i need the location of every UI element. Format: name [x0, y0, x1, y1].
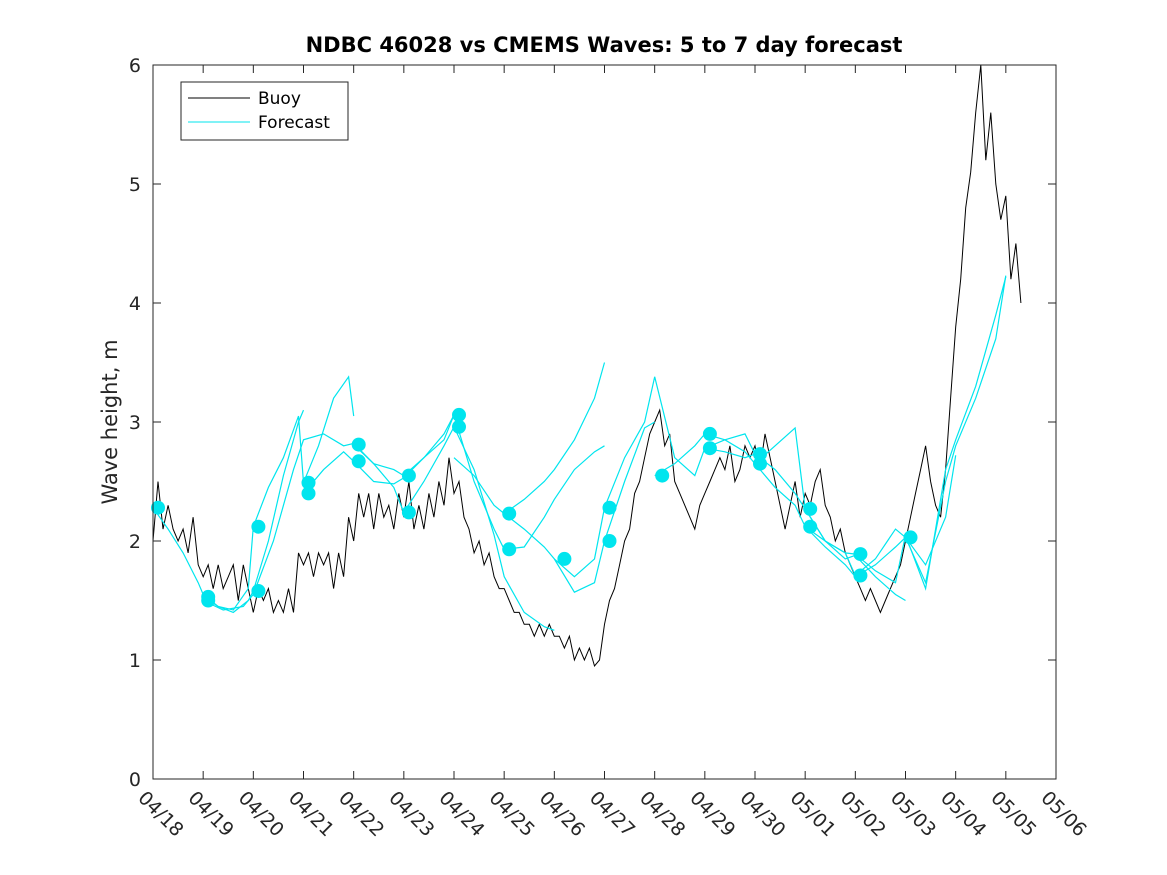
forecast-marker — [803, 501, 818, 516]
x-tick-label: 04/23 — [384, 787, 438, 841]
forecast-marker — [853, 568, 868, 583]
chart-title: NDBC 46028 vs CMEMS Waves: 5 to 7 day fo… — [306, 33, 903, 57]
x-tick-label: 04/22 — [334, 787, 388, 841]
forecast-series-line-7 — [453, 362, 606, 515]
forecast-marker — [557, 551, 572, 566]
forecast-marker — [401, 505, 416, 520]
x-tick-label: 04/29 — [685, 787, 739, 841]
y-tick-label: 5 — [129, 174, 141, 196]
forecast-marker — [351, 437, 366, 452]
forecast-marker — [401, 468, 416, 483]
x-tick-label: 04/20 — [234, 787, 288, 841]
forecast-marker — [251, 519, 266, 534]
legend-label-forecast: Forecast — [258, 113, 330, 133]
legend-box — [180, 81, 349, 141]
forecast-marker — [853, 547, 868, 562]
y-tick-label: 4 — [129, 293, 141, 315]
forecast-series-line-1 — [152, 409, 305, 614]
series-layer — [151, 64, 1022, 668]
forecast-marker — [655, 468, 670, 483]
x-tick-label: 05/01 — [786, 787, 840, 841]
x-tick-label: 05/06 — [1036, 787, 1090, 841]
x-tick-label: 04/19 — [184, 787, 238, 841]
forecast-marker — [351, 454, 366, 469]
forecast-marker — [251, 584, 266, 598]
x-tick-label: 04/27 — [585, 787, 639, 841]
forecast-marker — [301, 486, 316, 501]
legend-label-buoy: Buoy — [258, 89, 301, 109]
forecast-marker — [803, 519, 818, 534]
y-tick-label: 1 — [129, 650, 141, 672]
forecast-marker — [201, 593, 216, 608]
forecast-series-line-8 — [503, 421, 656, 593]
y-tick-label: 2 — [129, 531, 141, 553]
forecast-series-line-14 — [854, 275, 1007, 585]
forecast-marker — [502, 506, 517, 521]
x-tick-label: 04/21 — [284, 787, 338, 841]
forecast-marker — [903, 530, 918, 545]
forecast-marker — [702, 441, 717, 456]
x-tick-label: 05/02 — [836, 787, 890, 841]
x-tick-label: 05/04 — [936, 787, 990, 841]
plot-area — [153, 65, 1056, 779]
legend: Buoy Forecast — [180, 81, 349, 141]
x-tick-label: 04/18 — [133, 787, 187, 841]
x-tick-label: 04/30 — [735, 787, 789, 841]
forecast-marker — [151, 500, 165, 515]
y-tick-label: 0 — [129, 769, 141, 791]
buoy-series-line — [152, 64, 1022, 668]
forecast-series-line-2 — [202, 375, 355, 611]
y-tick-label: 6 — [129, 55, 141, 77]
x-tick-label: 05/05 — [986, 787, 1040, 841]
forecast-marker — [702, 426, 717, 441]
y-tick-label: 3 — [129, 412, 141, 434]
x-tick-label: 04/25 — [485, 787, 539, 841]
x-tick-label: 04/28 — [635, 787, 689, 841]
forecast-marker — [452, 407, 466, 422]
forecast-marker — [502, 542, 517, 557]
forecast-marker — [602, 500, 617, 515]
forecast-marker — [753, 456, 767, 471]
forecast-series-line-4 — [303, 414, 455, 494]
forecast-marker — [301, 475, 316, 490]
x-tick-label: 04/24 — [434, 787, 488, 841]
x-tick-label: 05/03 — [886, 787, 940, 841]
forecast-marker — [452, 419, 466, 434]
forecast-marker — [602, 534, 617, 548]
y-axis-label: Wave height, m — [98, 339, 122, 504]
x-tick-label: 04/26 — [535, 787, 589, 841]
forecast-marker — [753, 447, 767, 462]
